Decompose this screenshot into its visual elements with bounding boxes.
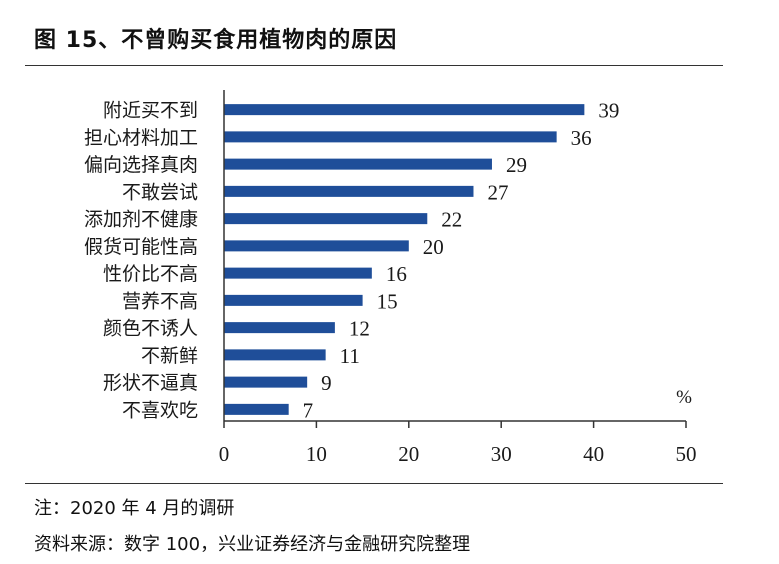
footer-divider: [25, 483, 723, 484]
data-label: 20: [423, 235, 444, 259]
bar: [224, 322, 335, 334]
category-label: 附近买不到: [103, 100, 198, 122]
category-label: 假货可能性高: [84, 236, 198, 258]
bar: [224, 240, 409, 252]
x-tick-label: 0: [219, 442, 230, 466]
bar: [224, 185, 474, 197]
category-label: 偏向选择真肉: [84, 154, 198, 176]
bar: [224, 158, 492, 170]
chart-note: 注：2020 年 4 月的调研: [34, 498, 235, 519]
data-label: 22: [441, 208, 462, 232]
bar-chart: 附近买不到 39 担心材料加工 36 偏向选择真肉 29 不敢尝试 27 添加剂不健康 22 假货可…: [84, 90, 697, 466]
bar: [224, 131, 557, 143]
data-label: 39: [598, 99, 619, 123]
category-label: 颜色不诱人: [103, 318, 198, 340]
bar: [224, 376, 308, 388]
data-label: 29: [506, 153, 527, 177]
x-tick-label: 10: [306, 442, 327, 466]
x-tick-label: 20: [398, 442, 419, 466]
category-label: 性价比不高: [103, 263, 198, 285]
data-label: 12: [349, 317, 370, 341]
chart-title: 图 15、不曾购买食用植物肉的原因: [34, 28, 398, 53]
data-label: 16: [386, 262, 407, 286]
category-label: 担心材料加工: [84, 127, 198, 149]
x-tick-label: 50: [676, 442, 697, 466]
x-tick-label: 30: [491, 442, 512, 466]
data-label: 7: [303, 398, 314, 422]
bar: [224, 267, 372, 279]
category-label: 形状不逼真: [103, 372, 198, 394]
bar: [224, 349, 326, 361]
data-label: 9: [321, 371, 332, 395]
category-label: 添加剂不健康: [84, 209, 198, 231]
title-divider: [25, 65, 723, 66]
category-label: 不喜欢吃: [122, 399, 198, 421]
data-label: 27: [487, 180, 508, 204]
data-label: 15: [377, 289, 398, 313]
bar: [224, 104, 585, 116]
bar: [224, 294, 363, 306]
category-label: 营养不高: [122, 290, 198, 312]
x-tick-label: 40: [583, 442, 604, 466]
unit-label: %: [676, 387, 692, 408]
category-label: 不新鲜: [141, 345, 198, 367]
chart-source: 资料来源：数字 100，兴业证券经济与金融研究院整理: [34, 534, 471, 555]
data-label: 36: [571, 126, 592, 150]
bar: [224, 213, 428, 225]
data-label: 11: [340, 344, 360, 368]
category-label: 不敢尝试: [122, 181, 198, 203]
bar: [224, 403, 289, 415]
